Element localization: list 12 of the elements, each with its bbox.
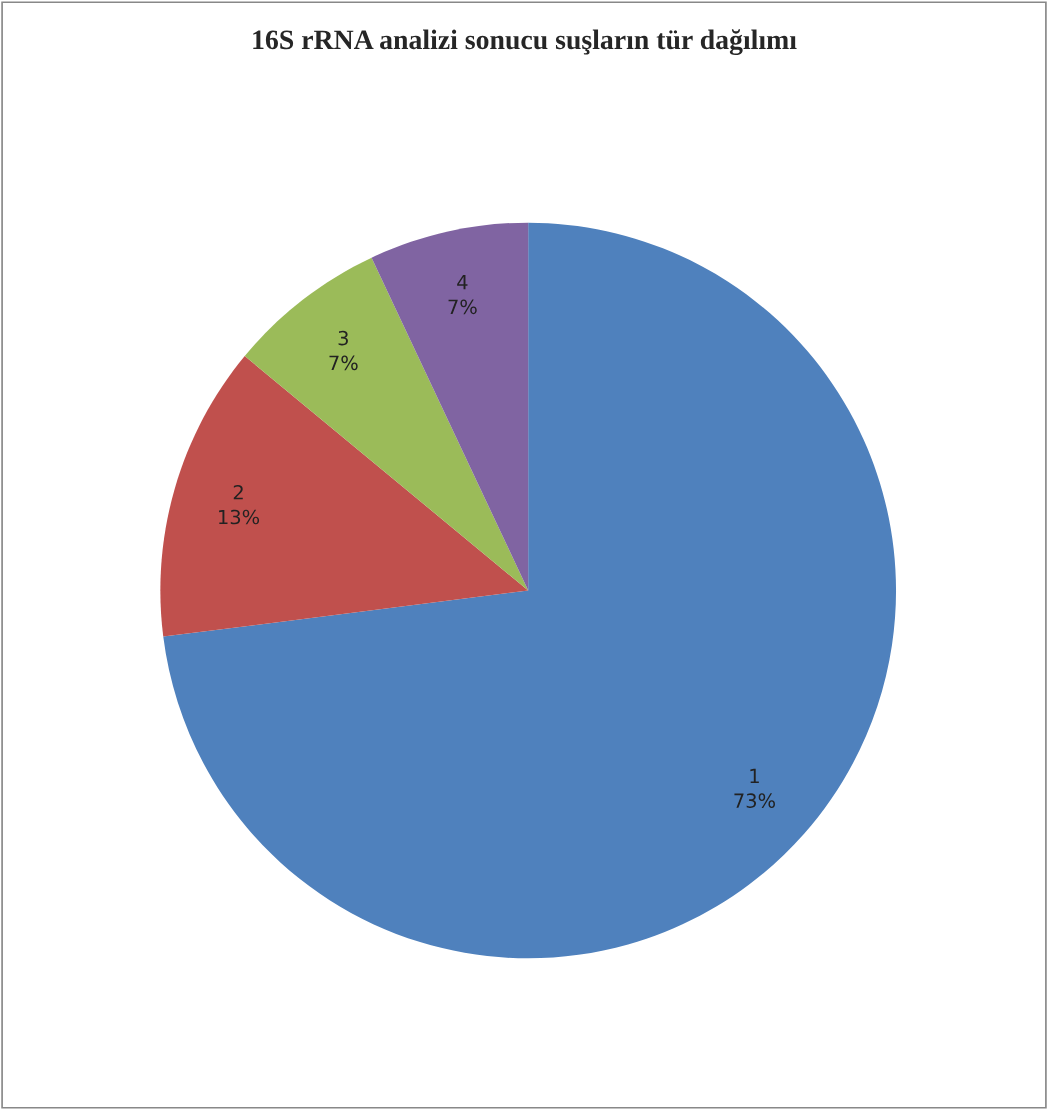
chart-title: 16S rRNA analizi sonucu suşların tür dağılımı	[253, 29, 797, 56]
data-label: 73%	[734, 793, 775, 808]
slice-label: 3	[338, 330, 348, 346]
slice-label: 4	[457, 274, 468, 290]
data-label: 7%	[329, 355, 358, 371]
data-label: 13%	[219, 509, 260, 525]
pie-slice	[163, 222, 897, 959]
pie-slice	[160, 356, 529, 637]
pie-slice	[371, 222, 529, 591]
slice-label: 1	[750, 768, 759, 783]
data-label: 7%	[448, 299, 477, 315]
slice-label: 2	[233, 484, 243, 500]
